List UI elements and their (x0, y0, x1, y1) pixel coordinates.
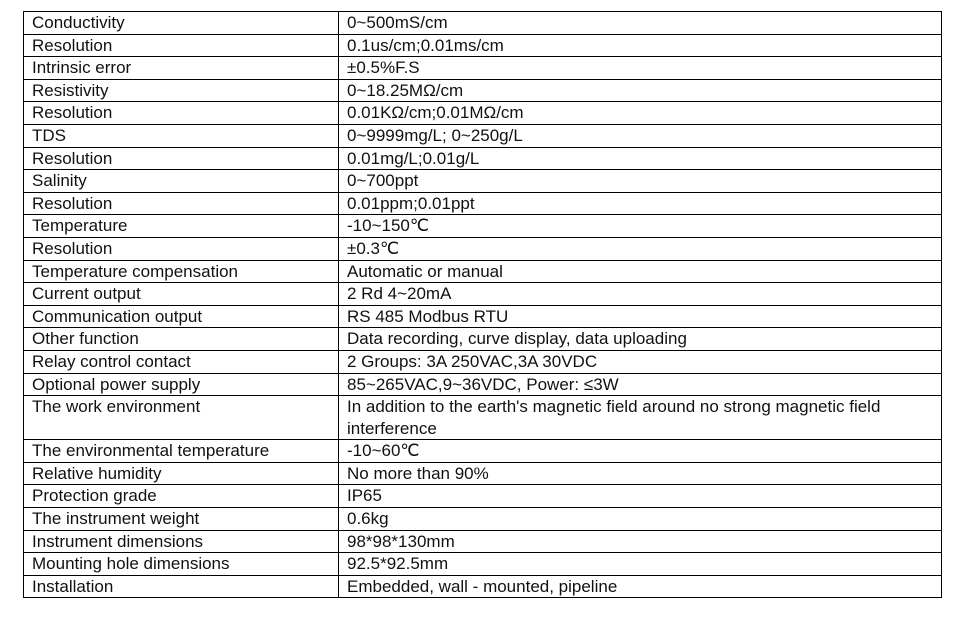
spec-value: 0~18.25MΩ/cm (338, 78, 942, 103)
spec-row: Relative humidity No more than 90% (23, 461, 942, 486)
spec-value: ±0.5%F.S (338, 56, 942, 80)
spec-label: Resolution (23, 146, 339, 171)
spec-value: 98*98*130mm (338, 529, 942, 554)
spec-value: No more than 90% (338, 461, 942, 486)
spec-value: IP65 (338, 484, 942, 509)
spec-label: Resistivity (23, 78, 339, 103)
spec-label: Communication output (23, 304, 339, 329)
spec-row: Optional power supply 85~265VAC,9~36VDC, … (23, 372, 942, 397)
spec-value: Data recording, curve display, data uplo… (338, 327, 942, 351)
spec-row: Resolution 0.1us/cm;0.01ms/cm (23, 33, 942, 58)
spec-row: Temperature compensation Automatic or man… (23, 259, 942, 284)
spec-value: RS 485 Modbus RTU (338, 304, 942, 329)
spec-label: Resolution (23, 236, 339, 261)
spec-row: Protection grade IP65 (23, 484, 942, 509)
spec-row: Resolution 0.01mg/L;0.01g/L (23, 146, 942, 171)
spec-label: Current output (23, 282, 339, 306)
spec-label: TDS (23, 123, 339, 148)
spec-value: 0~500mS/cm (338, 11, 942, 35)
spec-label: Salinity (23, 169, 339, 193)
spec-label: Temperature (23, 214, 339, 238)
spec-label: Conductivity (23, 11, 339, 35)
spec-value: ±0.3℃ (338, 236, 942, 261)
spec-row: Current output 2 Rd 4~20mA (23, 282, 942, 306)
spec-label: Installation (23, 574, 339, 599)
spec-value: 0.01mg/L;0.01g/L (338, 146, 942, 171)
spec-label: Resolution (23, 191, 339, 216)
spec-row: TDS 0~9999mg/L; 0~250g/L (23, 123, 942, 148)
spec-value: 0.01ppm;0.01ppt (338, 191, 942, 216)
spec-value: 2 Rd 4~20mA (338, 282, 942, 306)
spec-value: -10~150℃ (338, 214, 942, 238)
spec-label: Resolution (23, 33, 339, 58)
spec-label: Mounting hole dimensions (23, 552, 339, 576)
spec-row: Temperature -10~150℃ (23, 214, 942, 238)
spec-value: In addition to the earth's magnetic fiel… (338, 395, 942, 441)
spec-row: Resolution ±0.3℃ (23, 236, 942, 261)
spec-row: The work environment In addition to the e… (23, 395, 942, 441)
spec-label: Temperature compensation (23, 259, 339, 284)
spec-label: Relay control contact (23, 349, 339, 374)
spec-label: The instrument weight (23, 507, 339, 531)
spec-row: Other function Data recording, curve disp… (23, 327, 942, 351)
spec-row: Resolution 0.01KΩ/cm;0.01MΩ/cm (23, 101, 942, 125)
spec-row: Communication output RS 485 Modbus RTU (23, 304, 942, 329)
spec-row: Installation Embedded, wall - mounted, pi… (23, 574, 942, 599)
spec-row: Instrument dimensions 98*98*130mm (23, 529, 942, 554)
spec-value: Embedded, wall - mounted, pipeline (338, 574, 942, 599)
spec-row: Intrinsic error ±0.5%F.S (23, 56, 942, 80)
spec-value: 0~700ppt (338, 169, 942, 193)
spec-table: Conductivity 0~500mS/cm Resolution 0.1us/cm… (23, 11, 942, 599)
spec-row: The instrument weight 0.6kg (23, 507, 942, 531)
spec-row: Resistivity 0~18.25MΩ/cm (23, 78, 942, 103)
spec-row: The environmental temperature -10~60℃ (23, 439, 942, 463)
spec-label: Protection grade (23, 484, 339, 509)
spec-label: Intrinsic error (23, 56, 339, 80)
spec-row: Salinity 0~700ppt (23, 169, 942, 193)
spec-row: Resolution 0.01ppm;0.01ppt (23, 191, 942, 216)
spec-row: Mounting hole dimensions 92.5*92.5mm (23, 552, 942, 576)
spec-value: 92.5*92.5mm (338, 552, 942, 576)
spec-label: The work environment (23, 395, 339, 441)
spec-row: Relay control contact 2 Groups: 3A 250VAC… (23, 349, 942, 374)
spec-label: Resolution (23, 101, 339, 125)
spec-value: 2 Groups: 3A 250VAC,3A 30VDC (338, 349, 942, 374)
spec-label: Optional power supply (23, 372, 339, 397)
spec-label: Instrument dimensions (23, 529, 339, 554)
spec-value: -10~60℃ (338, 439, 942, 463)
spec-row: Conductivity 0~500mS/cm (23, 11, 942, 35)
spec-label: The environmental temperature (23, 439, 339, 463)
spec-value: Automatic or manual (338, 259, 942, 284)
spec-label: Other function (23, 327, 339, 351)
spec-value: 0~9999mg/L; 0~250g/L (338, 123, 942, 148)
spec-label: Relative humidity (23, 461, 339, 486)
spec-value: 0.6kg (338, 507, 942, 531)
spec-value: 0.1us/cm;0.01ms/cm (338, 33, 942, 58)
spec-value: 85~265VAC,9~36VDC, Power: ≤3W (338, 372, 942, 397)
spec-value: 0.01KΩ/cm;0.01MΩ/cm (338, 101, 942, 125)
